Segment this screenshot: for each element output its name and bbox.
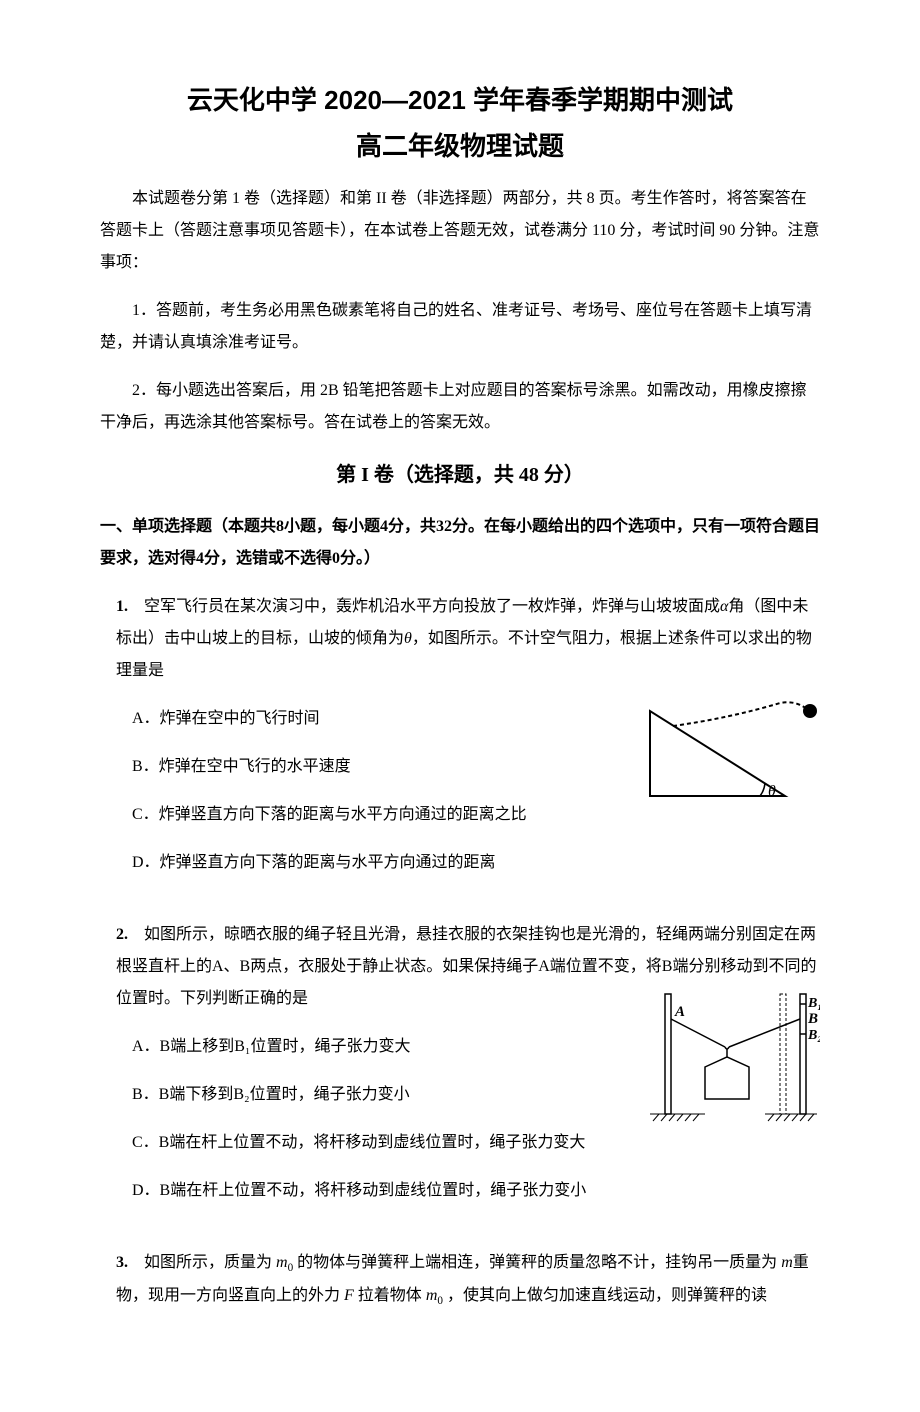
label-b: B bbox=[807, 1011, 818, 1027]
clothes-icon bbox=[705, 1057, 749, 1099]
trajectory bbox=[673, 702, 807, 726]
hook-icon bbox=[725, 1047, 729, 1049]
question-2: A B₁ B B₂ 2.如图所示，晾晒衣服的绳子轻且光滑，悬挂衣服的衣架挂钩也是… bbox=[100, 919, 820, 1207]
q3-number: 3. bbox=[116, 1254, 128, 1271]
question-1: θ 1.空军飞行员在某次演习中，轰炸机沿水平方向投放了一枚炸弹，炸弹与山坡坡面成… bbox=[100, 591, 820, 879]
rope-right bbox=[729, 1019, 800, 1047]
part-intro: 一、单项选择题（本题共8小题，每小题4分，共32分。在每小题给出的四个选项中，只… bbox=[100, 511, 820, 575]
label-b1: B₁ bbox=[807, 996, 820, 1011]
notice-1: 1．答题前，考生务必用黑色碳素笔将自己的姓名、准考证号、考场号、座位号在答题卡上… bbox=[100, 295, 820, 359]
q3-stem: 3.如图所示，质量为 m0 的物体与弹簧秤上端相连，弹簧秤的质量忽略不计，挂钩吊… bbox=[116, 1247, 820, 1312]
right-pole-dashed bbox=[780, 994, 786, 1114]
theta-label: θ bbox=[768, 783, 776, 800]
q2-number: 2. bbox=[116, 926, 128, 943]
theta-arc bbox=[760, 783, 765, 796]
q1-number: 1. bbox=[116, 598, 128, 615]
q1-stem: 1.空军飞行员在某次演习中，轰炸机沿水平方向投放了一枚炸弹，炸弹与山坡坡面成α角… bbox=[116, 591, 820, 687]
right-pole bbox=[800, 994, 806, 1114]
title-main: 云天化中学 2020—2021 学年春季学期期中测试 bbox=[100, 80, 820, 122]
q1-option-d: D．炸弹竖直方向下落的距离与水平方向通过的距离 bbox=[132, 847, 820, 879]
label-b2: B₂ bbox=[807, 1028, 820, 1043]
left-pole bbox=[665, 994, 671, 1114]
intro-paragraph: 本试题卷分第 1 卷（选择题）和第 II 卷（非选择题）两部分，共 8 页。考生… bbox=[100, 183, 820, 279]
bomb-icon bbox=[803, 704, 817, 718]
title-sub: 高二年级物理试题 bbox=[100, 126, 820, 168]
figure-q1: θ bbox=[640, 701, 820, 806]
q2-option-d: D．B端在杆上位置不动，将杆移动到虚线位置时，绳子张力变小 bbox=[132, 1175, 820, 1207]
question-3: 3.如图所示，质量为 m0 的物体与弹簧秤上端相连，弹簧秤的质量忽略不计，挂钩吊… bbox=[100, 1247, 820, 1312]
notice-2: 2．每小题选出答案后，用 2B 铅笔把答题卡上对应题目的答案标号涂黑。如需改动，… bbox=[100, 375, 820, 439]
rope-left bbox=[671, 1019, 725, 1047]
q2-option-c: C．B端在杆上位置不动，将杆移动到虚线位置时，绳子张力变大 bbox=[132, 1127, 820, 1159]
label-a: A bbox=[674, 1004, 685, 1020]
figure-q2: A B₁ B B₂ bbox=[645, 989, 820, 1129]
ground-hatch bbox=[650, 1114, 817, 1121]
section-header: 第 I 卷（选择题，共 48 分） bbox=[100, 455, 820, 495]
